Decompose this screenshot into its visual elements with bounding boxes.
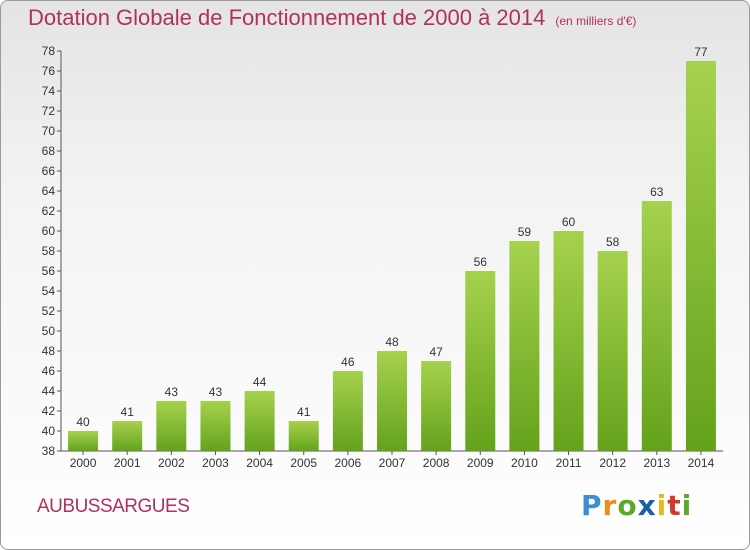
y-tick-label: 78 [42,44,56,58]
chart-bars [68,61,716,451]
data-label: 56 [474,255,488,269]
bar-2012 [597,251,628,451]
y-tick-label: 68 [42,144,56,158]
data-label: 41 [297,405,311,419]
bar-2011 [553,231,584,451]
data-label: 46 [341,355,355,369]
data-label: 77 [694,45,708,59]
bar-2008 [421,361,452,451]
bar-2006 [332,371,363,451]
data-label: 59 [518,225,532,239]
x-tick-label: 2014 [688,456,715,470]
y-tick-label: 60 [42,224,56,238]
bar-2005 [288,421,319,451]
x-tick-label: 2006 [335,456,362,470]
data-label: 41 [121,405,135,419]
bar-2000 [68,431,99,451]
data-label: 43 [209,385,223,399]
bar-2004 [244,391,275,451]
y-tick-label: 62 [42,204,56,218]
bar-2009 [465,271,496,451]
data-label: 44 [253,375,267,389]
y-tick-label: 54 [42,284,56,298]
data-label: 63 [650,185,664,199]
bar-2007 [377,351,407,451]
y-tick-label: 40 [42,424,56,438]
y-tick-label: 74 [42,84,56,98]
x-tick-label: 2007 [379,456,406,470]
x-tick-label: 2000 [70,456,97,470]
data-label: 48 [385,335,399,349]
y-tick-label: 58 [42,244,56,258]
bar-2010 [509,241,540,451]
bar-2002 [156,401,187,451]
y-tick-label: 64 [42,184,56,198]
city-name: AUBUSSARGUES [37,496,190,517]
chart-unit-subtitle: (en milliers d'€) [555,14,637,28]
y-tick-label: 42 [42,404,56,418]
x-tick-label: 2003 [202,456,229,470]
x-tick-label: 2005 [290,456,317,470]
x-tick-label: 2013 [643,456,670,470]
data-label: 43 [165,385,179,399]
bar-2014 [685,61,716,451]
y-tick-label: 46 [42,364,56,378]
y-tick-label: 72 [42,104,56,118]
x-tick-label: 2010 [511,456,538,470]
data-label: 47 [429,345,443,359]
bar-2003 [200,401,231,451]
x-tick-label: 2002 [158,456,185,470]
chart-title: Dotation Globale de Fonctionnement de 20… [28,5,636,31]
data-label: 40 [76,415,90,429]
data-label: 58 [606,235,620,249]
chart-axes: 38 40 42 44 46 48 50 52 54 56 58 60 62 64 66 68 70 72 74 76… [42,44,723,470]
chart-data-labels: 40 41 43 43 44 41 46 48 47 56 59 60 58 63 77 [76,45,708,429]
y-tick-label: 56 [42,264,56,278]
x-tick-label: 2009 [467,456,494,470]
x-tick-label: 2001 [114,456,141,470]
y-tick-label: 48 [42,344,56,358]
chart-title-text: Dotation Globale de Fonctionnement de 20… [28,5,546,30]
y-tick-label: 38 [42,444,56,458]
y-tick-label: 52 [42,304,56,318]
data-label: 60 [562,215,576,229]
x-tick-label: 2004 [246,456,273,470]
y-tick-label: 44 [42,384,56,398]
y-tick-label: 66 [42,164,56,178]
x-tick-label: 2012 [599,456,626,470]
proxiti-logo[interactable]: Proxiti [581,489,693,522]
y-tick-label: 70 [42,124,56,138]
y-tick-label: 76 [42,64,56,78]
bar-2001 [112,421,143,451]
x-tick-label: 2008 [423,456,450,470]
bar-2013 [641,201,672,451]
x-tick-label: 2011 [556,456,582,470]
y-tick-label: 50 [42,324,56,338]
